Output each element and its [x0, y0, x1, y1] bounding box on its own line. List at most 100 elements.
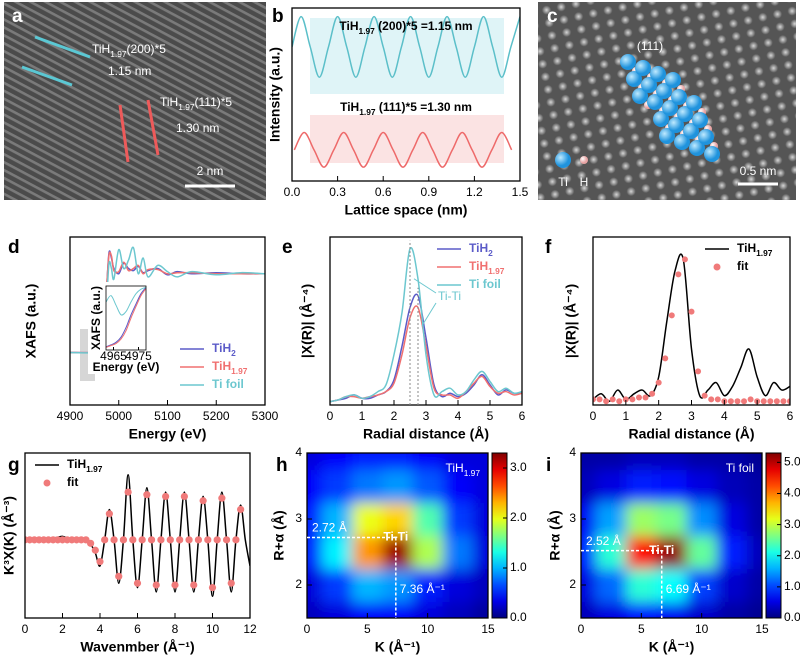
fit-point: [129, 536, 137, 544]
fit-point: [227, 579, 235, 587]
panel-label: b: [272, 6, 284, 27]
x-tick-label: 4900: [57, 409, 84, 423]
plot-frame: [291, 7, 521, 182]
ti-atom: [689, 140, 705, 156]
heat-cell: [686, 601, 718, 618]
heat-cell: [472, 469, 488, 503]
x-axis-title: Energy (eV): [93, 360, 160, 374]
x-tick-label: 0: [304, 622, 311, 636]
fit-point: [642, 394, 649, 401]
ti-atom: [641, 77, 657, 93]
x-tick-label: 2: [59, 622, 66, 636]
fit-point: [166, 536, 174, 544]
x-tick-label: 6: [519, 409, 526, 423]
series-line: [106, 286, 146, 348]
fringe-marker: [146, 99, 160, 156]
heat-cell: [472, 453, 488, 470]
heat-cell: [412, 469, 444, 503]
ti-atom: [659, 128, 675, 144]
x-tick-label: 5300: [252, 409, 279, 423]
fit-point: [180, 492, 188, 501]
annotation: Ti: [558, 175, 568, 189]
heat-cell: [352, 502, 383, 536]
fit-point: [787, 398, 790, 405]
fit-point: [616, 398, 623, 405]
heat-cell: [581, 601, 597, 618]
heat-cell: [472, 601, 488, 618]
x-tick-label: 5: [364, 622, 371, 636]
panel-label: h: [276, 455, 288, 476]
ti-atom: [650, 66, 666, 82]
ti-atom: [635, 60, 651, 76]
y-tick-label: 3: [295, 511, 302, 525]
heat-cell: [686, 568, 718, 602]
ti-atom: [632, 88, 648, 104]
plot-frame: [329, 236, 523, 406]
heat-cell: [442, 502, 474, 536]
plot-frame: [580, 452, 763, 619]
heat-cell: [581, 568, 597, 602]
fit-point: [596, 396, 603, 403]
heat-cell: [581, 453, 597, 470]
fit-point: [204, 536, 212, 544]
heat-cell: [382, 601, 414, 618]
legend-label: Ti foil: [212, 377, 244, 391]
ti-atom: [665, 72, 681, 88]
heat-cell: [746, 453, 762, 470]
curve-label: TiH1.97 (111)*5 =1.30 nm: [340, 100, 472, 117]
heat-cell: [746, 568, 762, 602]
x-tick-label: 5200: [203, 409, 230, 423]
fit-point: [727, 398, 734, 405]
x-tick-label: 5: [754, 409, 761, 423]
heat-cell: [412, 568, 444, 602]
fit-point: [105, 510, 113, 518]
fit-point: [232, 536, 240, 544]
peak-x-label: 7.36 Å⁻¹: [400, 581, 445, 596]
fit-point: [237, 505, 245, 514]
fit-point: [110, 536, 118, 544]
fringe-marker: [118, 104, 130, 163]
heat-cell: [307, 453, 323, 470]
fit-point: [773, 398, 780, 405]
fit-point: [171, 581, 179, 589]
heat-cell: [442, 535, 474, 569]
heat-cell: [322, 535, 353, 569]
x-tick-label: 10: [206, 622, 220, 636]
x-tick-label: 0: [590, 409, 597, 423]
fit-point: [199, 497, 207, 505]
series-line: [293, 131, 513, 168]
heat-cell: [307, 568, 323, 602]
x-tick-label: 1: [622, 409, 629, 423]
y-axis-title: XAFS (a.u.): [89, 286, 103, 350]
fit-point: [87, 539, 95, 547]
ti-atom: [626, 71, 642, 87]
fit-point: [688, 308, 695, 315]
colorbar-label: 2.0: [510, 510, 527, 524]
x-tick-label: 12: [243, 622, 257, 636]
fit-point: [635, 394, 642, 401]
series-line: [330, 246, 522, 403]
plot-area: [330, 246, 522, 403]
x-tick-label: 4: [97, 622, 104, 636]
colorbar-label: 5.0: [784, 455, 800, 469]
panel-label: f: [545, 237, 552, 258]
ti-atom: [647, 94, 663, 110]
fringe-marker: [34, 35, 91, 59]
legend-label: Ti foil: [469, 277, 501, 291]
ti-atom: [668, 117, 684, 133]
ti-atom: [653, 111, 669, 127]
x-tick-label: 2: [391, 409, 398, 423]
legend-label: fit: [67, 475, 78, 489]
heat-cell: [382, 502, 414, 536]
heat-cell: [442, 469, 474, 503]
fit-point: [133, 579, 142, 587]
y-axis-title: Intensity (a.u.): [267, 47, 283, 142]
series-line: [106, 288, 146, 348]
fit-point: [747, 396, 754, 403]
ti-atom: [620, 54, 636, 70]
heat-cell: [626, 535, 657, 569]
peak-x-label: 6.69 Å⁻¹: [666, 581, 711, 596]
x-tick-label: 6: [787, 409, 794, 423]
